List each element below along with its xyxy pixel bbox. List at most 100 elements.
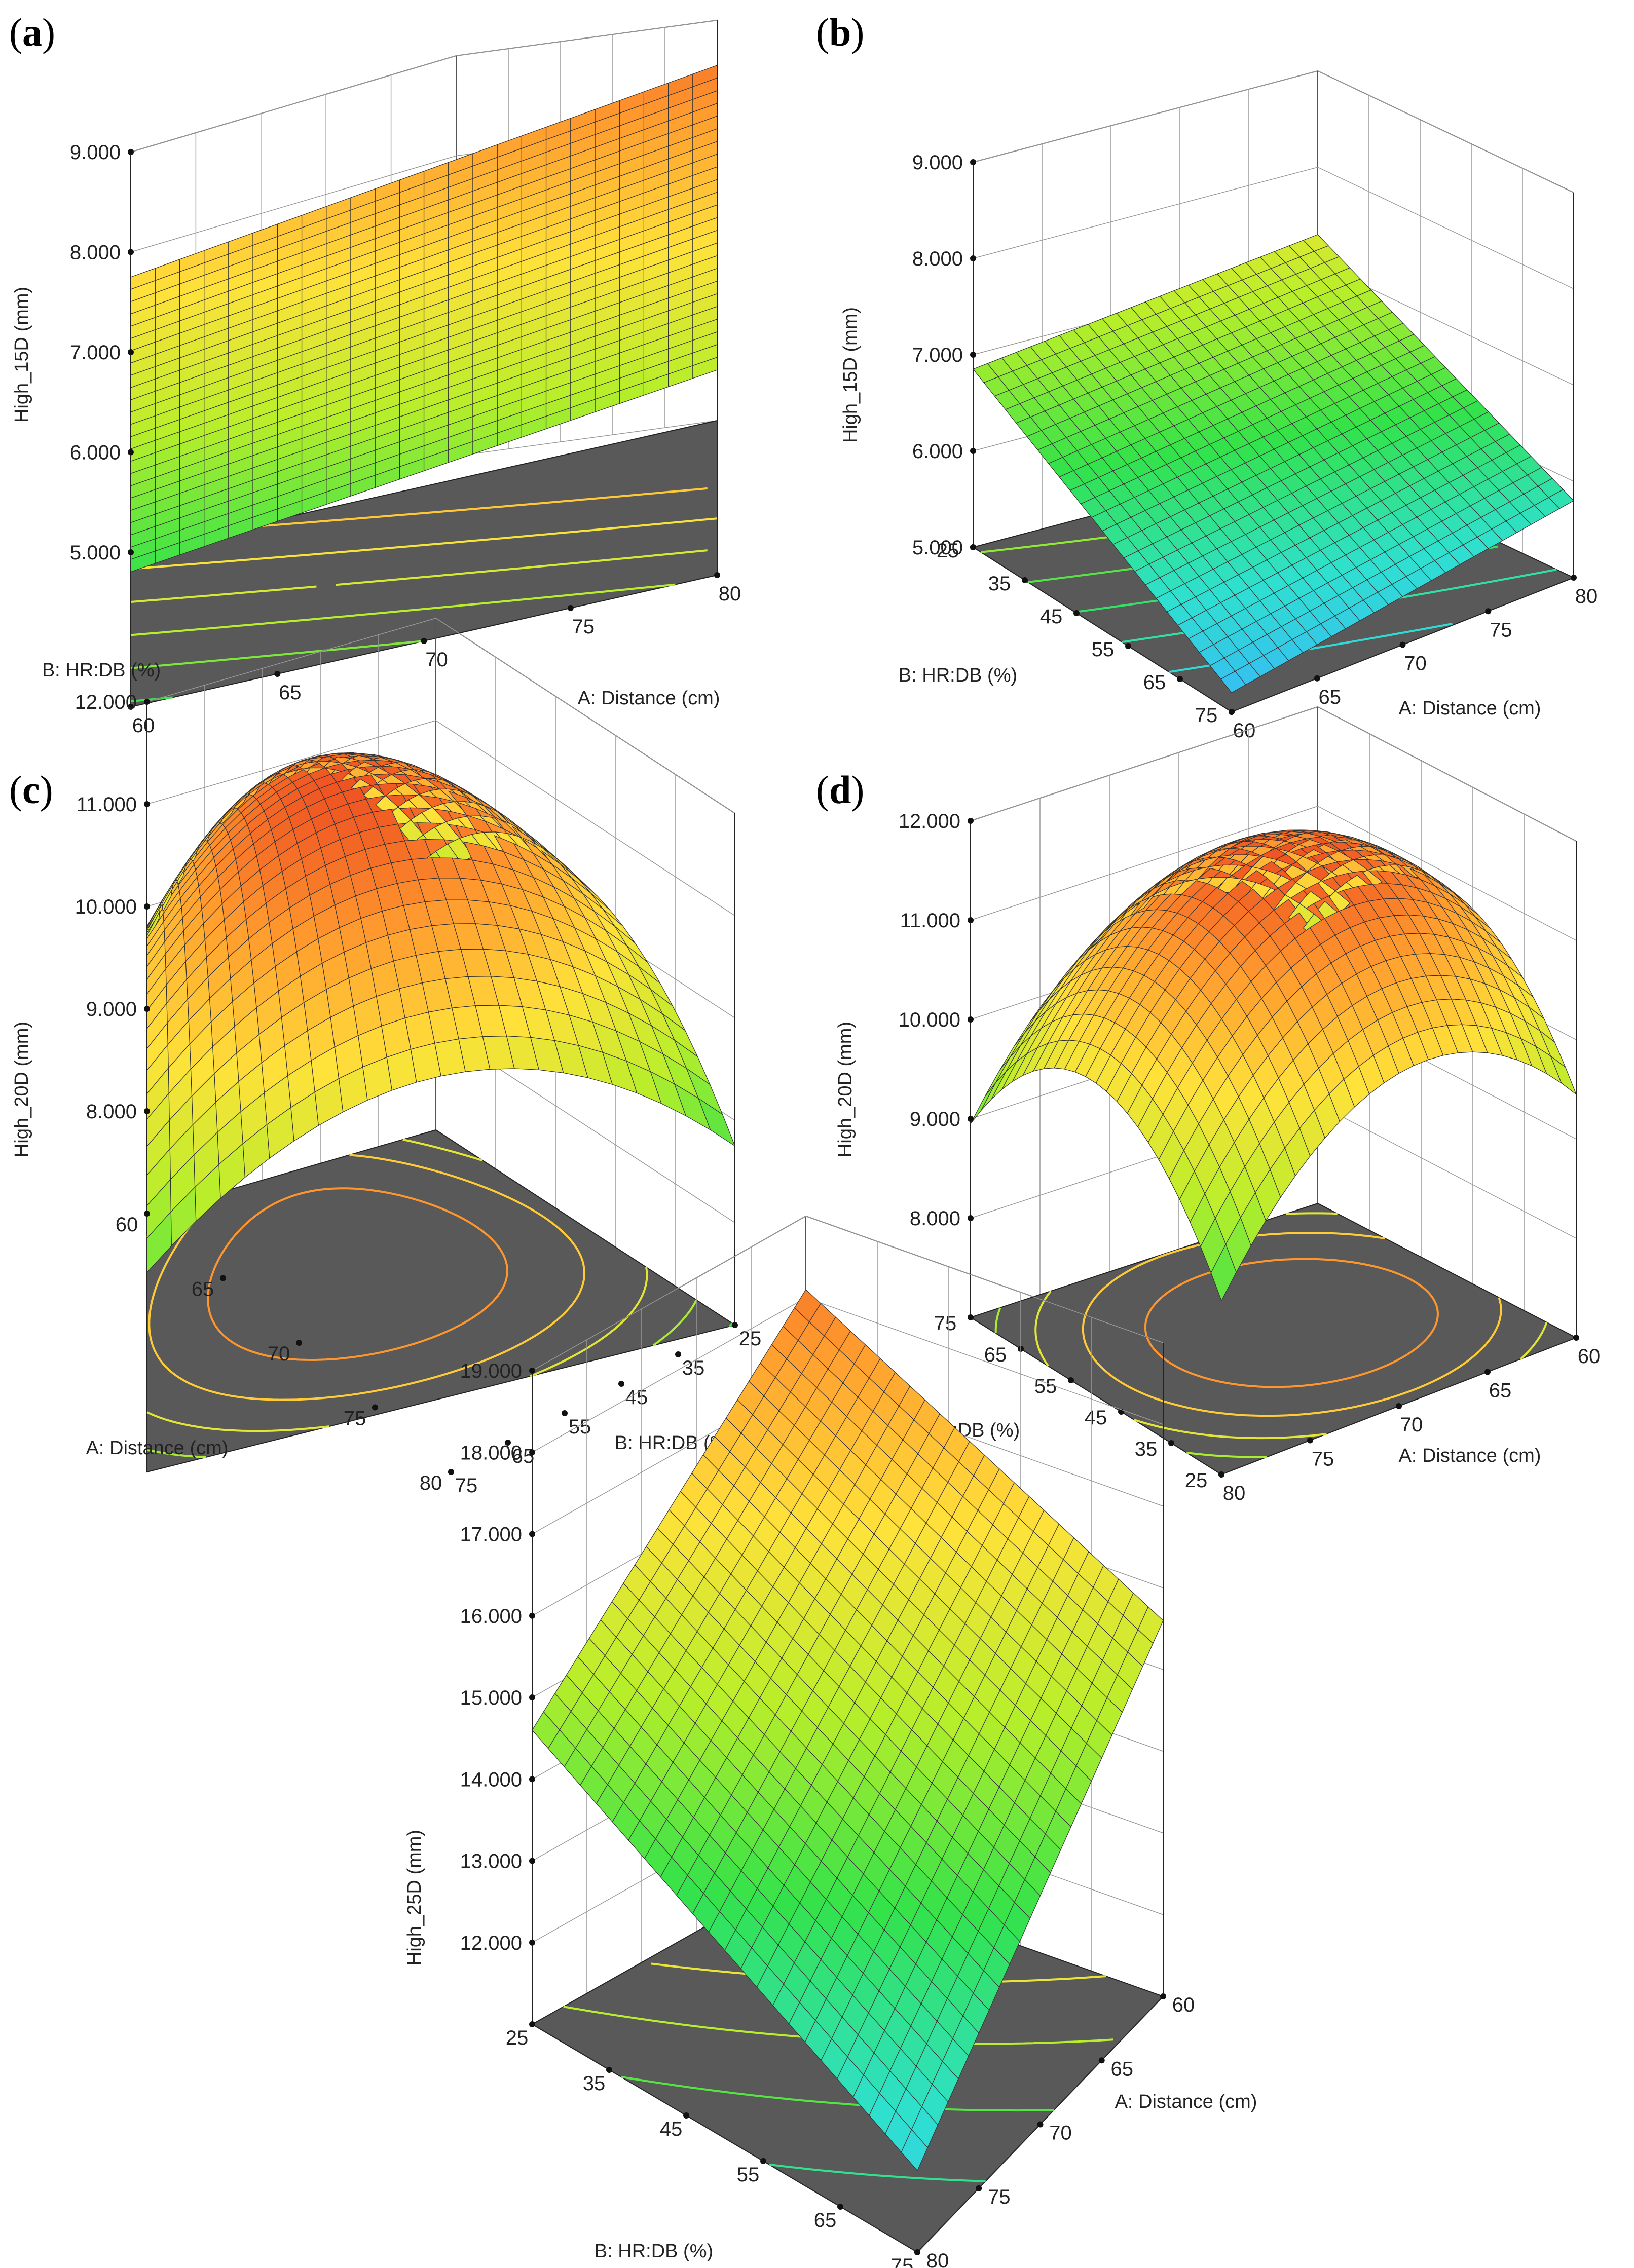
floor-tick-label: 65	[1319, 686, 1342, 708]
z-tick-label: 16.000	[460, 1605, 522, 1628]
floor-tick-label: 45	[660, 2118, 683, 2140]
floor-tick-label: 75	[1490, 619, 1512, 641]
surface-cell	[130, 550, 156, 573]
floor-tick-label: 70	[1404, 653, 1427, 675]
z-tick-label: 11.000	[900, 910, 960, 932]
axis-1-a: 60 65 70 75 80	[128, 572, 741, 737]
z-tick-dot	[968, 1215, 974, 1221]
z-tick-dot	[144, 1108, 150, 1114]
z-tick-label: 10.000	[899, 1009, 960, 1031]
floor-tick-dot	[1484, 1369, 1491, 1375]
z-tick-label: 10.000	[75, 896, 137, 918]
floor-tick-label: 70	[268, 1343, 290, 1365]
floor-tick-dot	[976, 2185, 982, 2191]
floor-tick-dot	[968, 1314, 974, 1320]
z-tick-label: 12.000	[75, 691, 137, 713]
surface-chart-d: 8.000 9.000 10.000 11.000 12.000 High_20D (mm…	[835, 706, 1600, 1504]
z-tick-label: 14.000	[460, 1768, 522, 1791]
floor-tick-label: 65	[512, 1445, 535, 1467]
surface-chart-a: 5.000 6.000 7.000 8.000 9.000 High_15D (mm) 60…	[11, 19, 741, 737]
floor-tick-label: 80	[719, 583, 741, 605]
floor-tick-label: 35	[1135, 1438, 1158, 1460]
floor-tick-label: 75	[1312, 1448, 1334, 1470]
panel-label-d: (d)	[816, 768, 864, 812]
z-tick-dot	[144, 801, 150, 807]
wall-grid-z-3	[973, 167, 1574, 289]
z-tick-label: 8.000	[86, 1101, 137, 1123]
floor-tick-label: 35	[583, 2072, 606, 2095]
surface-cell	[697, 1097, 736, 1147]
floor-tick-dot	[1573, 1335, 1579, 1341]
surface-cell	[1220, 671, 1247, 693]
floor-tick-label: 55	[1092, 638, 1115, 661]
surface-cell	[1550, 1055, 1577, 1095]
floor-tick-label: 65	[1143, 671, 1166, 694]
z-tick-label: 13.000	[460, 1850, 522, 1873]
wall-grid-z-3	[146, 720, 735, 916]
z-tick-dot	[144, 903, 150, 910]
floor-tick-label: 75	[572, 616, 595, 638]
z-tick-label: 9.000	[86, 998, 137, 1020]
z-tick-dot	[968, 1016, 974, 1023]
floor-tick-dot	[1068, 1377, 1074, 1383]
floor-tick-dot	[714, 572, 720, 578]
z-tick-dot	[968, 917, 974, 923]
floor-contours-c	[146, 1138, 733, 1458]
floor-tick-dot	[970, 544, 976, 550]
wall-grid-z-7	[532, 1216, 1164, 1371]
z-axis-title: High_25D (mm)	[404, 1830, 425, 1965]
floor-tick-label: 65	[814, 2209, 837, 2232]
floor-tick-label: 70	[1400, 1414, 1423, 1436]
surface-cell	[970, 1083, 996, 1124]
surface-cell	[1210, 1243, 1237, 1302]
floor-tick-dot	[372, 1404, 378, 1411]
response-surface-d	[970, 829, 1577, 1302]
floor-tick-dot	[1307, 1437, 1313, 1444]
floor-tick-label: 80	[926, 2250, 949, 2268]
z-tick-dot	[128, 149, 134, 155]
wall-grid-z-4	[146, 618, 735, 814]
floor-tick-label: 45	[1085, 1407, 1107, 1429]
floor-tick-label: 60	[116, 1214, 138, 1236]
floor-tick-dot	[1396, 1403, 1402, 1409]
floor-tick-dot	[1485, 608, 1492, 615]
contour-line-5	[207, 1187, 508, 1361]
wall-grid-z-4	[973, 70, 1574, 193]
floor-tick-dot	[1160, 1993, 1166, 1999]
z-tick-dot	[968, 818, 974, 824]
axis-title-1: A: Distance (cm)	[1399, 1445, 1541, 1466]
panel-label-b: (b)	[816, 10, 864, 54]
z-tick-dot	[529, 1694, 535, 1700]
floor-contours-d	[994, 1212, 1548, 1475]
floor-tick-dot	[421, 638, 427, 644]
floor-tick-dot	[1177, 676, 1183, 682]
floor-tick-label: 65	[1489, 1380, 1512, 1402]
z-tick-dot	[128, 349, 134, 355]
z-tick-dot	[529, 1368, 535, 1374]
contour-line-0	[769, 2163, 986, 2182]
wall-grid-z-4	[970, 706, 1577, 842]
floor-tick-label: 80	[1575, 585, 1598, 608]
floor-tick-dot	[1098, 2057, 1105, 2064]
axis-1-e: 25 35 45 55 65 75	[506, 2021, 920, 2268]
floor-tick-dot	[1073, 610, 1080, 616]
floor-tick-label: 45	[1040, 606, 1063, 628]
floor-tick-dot	[914, 2249, 920, 2255]
z-tick-dot	[529, 1531, 535, 1537]
floor-tick-label: 65	[279, 682, 302, 704]
axis-1-d: 80 75 70 65 60	[1218, 1335, 1600, 1504]
floor-contours-a	[130, 487, 718, 703]
floor-tick-label: 65	[1111, 2058, 1134, 2080]
floor-tick-dot	[220, 1275, 226, 1281]
floor-tick-label: 75	[1195, 704, 1218, 727]
z-tick-dot	[529, 1858, 535, 1864]
contour-line-1	[130, 640, 424, 669]
floor-tick-label: 25	[937, 540, 959, 562]
z-tick-label: 8.000	[70, 242, 121, 264]
floor-tick-label: 75	[344, 1408, 366, 1430]
z-tick-label: 7.000	[70, 342, 121, 364]
floor-tick-dot	[128, 704, 134, 710]
floor-tick-label: 65	[984, 1344, 1007, 1366]
